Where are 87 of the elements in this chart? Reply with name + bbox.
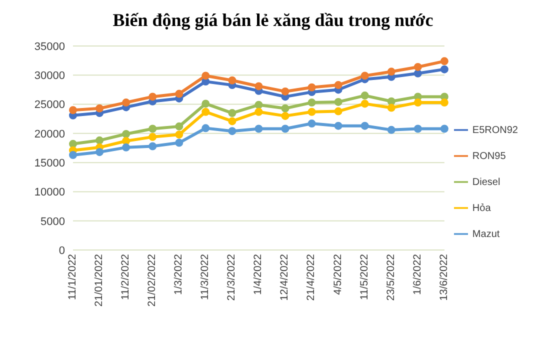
y-tick-label: 5000 <box>40 216 65 228</box>
point <box>440 57 448 66</box>
point <box>254 108 263 116</box>
point <box>387 126 396 134</box>
point <box>122 130 130 138</box>
legend-label: E5RON92 <box>472 125 518 136</box>
point <box>148 142 157 150</box>
point <box>281 104 290 112</box>
point <box>360 72 369 80</box>
y-tick-label: 15000 <box>34 157 65 170</box>
point <box>440 65 448 74</box>
point <box>175 90 184 98</box>
point <box>228 76 236 84</box>
point <box>228 117 236 126</box>
point <box>414 62 422 71</box>
point <box>414 98 422 107</box>
legend-label: Mazut <box>472 229 500 240</box>
point <box>360 92 369 100</box>
point <box>175 130 184 139</box>
point <box>96 148 104 156</box>
point <box>281 112 290 120</box>
x-tick-label: 1/3/2022 <box>172 254 185 295</box>
point <box>69 150 77 159</box>
x-tick-label: 13/6/2022 <box>438 254 450 301</box>
y-tick-label: 20000 <box>34 128 65 140</box>
point <box>202 100 210 108</box>
y-tick-label: 25000 <box>34 99 65 112</box>
x-tick-label: 21/4/2022 <box>305 254 318 301</box>
x-tick-label: 21/01/2022 <box>92 254 105 307</box>
point <box>122 143 130 152</box>
point <box>254 82 263 90</box>
y-tick-label: 10000 <box>34 186 65 199</box>
point <box>69 140 77 148</box>
legend-label: Hỏa <box>472 203 491 214</box>
point <box>308 83 316 92</box>
point <box>334 98 342 106</box>
x-tick-label: 11/2/2022 <box>120 254 132 300</box>
point <box>308 108 316 116</box>
y-tick-label: 35000 <box>34 40 65 53</box>
point <box>281 87 290 96</box>
point <box>96 136 104 144</box>
y-tick-label: 0 <box>58 244 65 257</box>
point <box>308 120 316 128</box>
point <box>440 98 448 107</box>
point <box>96 104 104 112</box>
chart-title: Biến động giá bán lẻ xăng dầu trong nước <box>112 10 434 32</box>
point <box>334 81 342 90</box>
point <box>69 106 77 114</box>
point <box>334 122 342 130</box>
point <box>175 138 184 147</box>
point <box>387 68 396 76</box>
x-tick-label: 12/4/2022 <box>278 254 291 301</box>
point <box>254 124 263 133</box>
point <box>360 122 369 130</box>
point <box>228 109 236 118</box>
point <box>122 98 130 107</box>
point <box>148 132 157 141</box>
point <box>334 107 342 116</box>
x-tick-label: 11/5/2022 <box>358 254 370 300</box>
x-tick-label: 21/3/2022 <box>226 254 238 301</box>
point <box>202 124 210 132</box>
point <box>360 100 369 108</box>
x-tick-label: 4/5/2022 <box>332 254 344 295</box>
x-tick-label: 1/4/2022 <box>252 254 264 295</box>
point <box>254 100 263 109</box>
point <box>414 69 422 78</box>
point <box>228 127 236 136</box>
point <box>440 124 448 133</box>
point <box>308 98 316 107</box>
point <box>281 124 290 133</box>
point <box>202 72 210 80</box>
point <box>175 122 184 130</box>
point <box>122 137 130 146</box>
point <box>414 124 422 133</box>
point <box>202 108 210 116</box>
x-tick-label: 21/02/2022 <box>146 254 158 307</box>
x-tick-label: 1/6/2022 <box>411 254 424 295</box>
point <box>387 104 396 112</box>
point <box>387 97 396 106</box>
legend-label: RON95 <box>472 151 506 162</box>
legend-label: Diesel <box>472 177 500 188</box>
x-tick-label: 23/5/2022 <box>384 254 397 301</box>
point <box>148 124 157 133</box>
point <box>148 92 157 101</box>
y-tick-label: 30000 <box>34 70 65 82</box>
x-tick-label: 11/1/2022 <box>66 254 78 300</box>
x-tick-label: 11/3/2022 <box>199 254 212 300</box>
